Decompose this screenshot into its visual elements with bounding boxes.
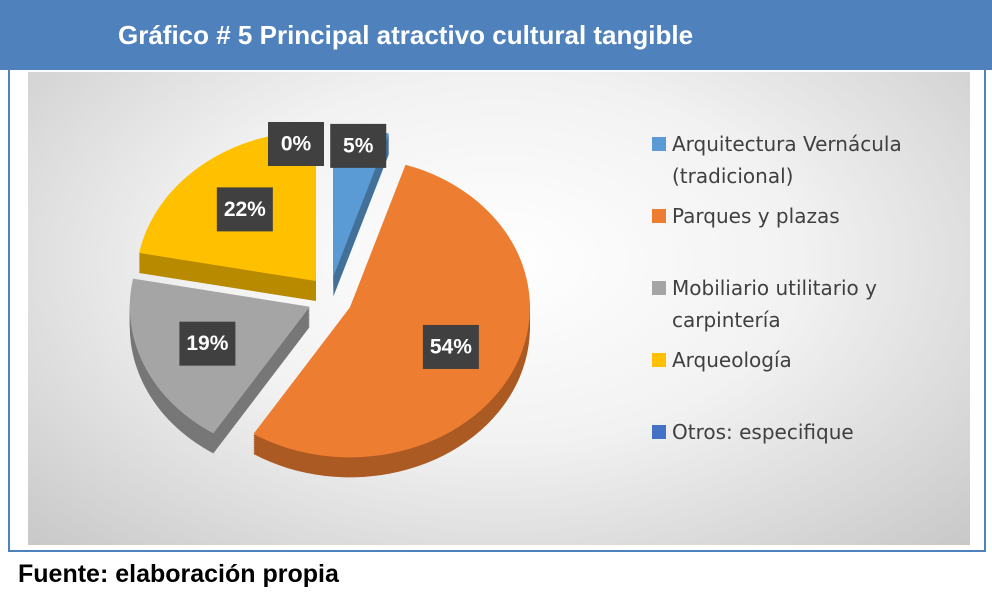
legend-label: Arqueología [672,348,792,372]
legend-item: Mobiliario utilitario y carpintería [648,272,938,344]
legend-label: Arquitectura Vernácula (tradicional) [672,132,902,188]
source: Fuente: elaboración propia [18,560,339,588]
data-label-box [330,123,387,168]
legend-label: Parques y plazas [672,204,840,228]
data-label: 0% [281,133,312,156]
data-label-box [268,122,324,166]
legend-swatch [652,353,666,367]
legend: Arquitectura Vernácula (tradicional) Parq… [648,128,938,488]
data-label: 54% [430,336,472,359]
frame [8,0,986,552]
legend-item: Otros: especifique [648,416,938,488]
data-label-box [422,324,479,369]
legend-swatch [652,281,666,295]
data-label: 19% [186,332,228,355]
legend-swatch [652,137,666,151]
legend-item: Arquitectura Vernácula (tradicional) [648,128,938,200]
data-label: 5% [343,134,374,157]
chart-title: Gráfico # 5 Principal atractivo cultural… [0,0,992,70]
data-label-box [179,321,236,366]
data-label: 22% [224,198,266,221]
legend-label: Mobiliario utilitario y carpintería [672,276,877,332]
legend-swatch [652,425,666,439]
legend-swatch [652,209,666,223]
legend-item: Parques y plazas [648,200,938,272]
slice [253,164,530,458]
data-label-box [216,187,273,232]
legend-item: Arqueología [648,344,938,416]
legend-label: Otros: especifique [672,420,854,444]
